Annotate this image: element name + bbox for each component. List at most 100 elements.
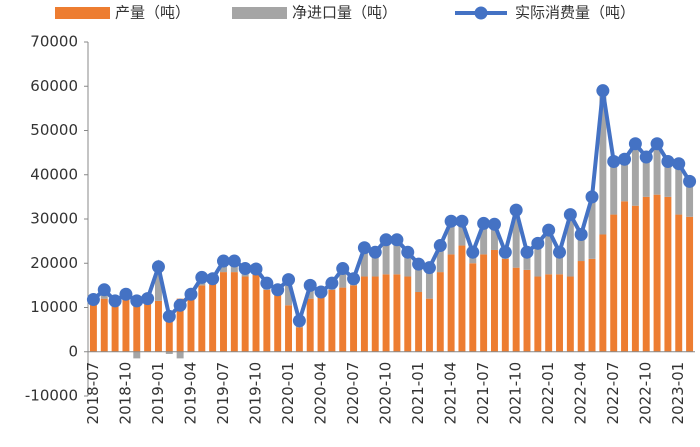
bar bbox=[675, 163, 683, 215]
x-tick-label: 2022-01 bbox=[539, 362, 557, 425]
bar bbox=[404, 276, 412, 352]
bar bbox=[588, 196, 596, 259]
legend-swatch bbox=[232, 7, 287, 19]
marker bbox=[162, 309, 176, 323]
marker bbox=[357, 241, 371, 255]
marker bbox=[108, 294, 122, 308]
bar bbox=[165, 351, 173, 354]
bar bbox=[545, 274, 553, 352]
y-tick-label: 30000 bbox=[30, 210, 78, 228]
bar bbox=[458, 221, 466, 246]
marker bbox=[390, 233, 404, 247]
bar bbox=[686, 181, 694, 217]
bar bbox=[642, 157, 650, 197]
x-tick-label: 2022-04 bbox=[572, 362, 590, 425]
x-tick-label: 2019-01 bbox=[149, 362, 167, 425]
bar bbox=[350, 285, 358, 352]
bar bbox=[176, 298, 184, 352]
bar bbox=[566, 214, 574, 277]
marker bbox=[553, 245, 567, 259]
bar bbox=[425, 267, 433, 299]
bar bbox=[577, 234, 585, 262]
x-tick-label: 2020-10 bbox=[377, 362, 395, 425]
x-tick-label: 2020-01 bbox=[279, 362, 297, 425]
bar bbox=[566, 276, 574, 352]
marker bbox=[661, 154, 675, 168]
bar bbox=[393, 274, 401, 352]
bar bbox=[415, 264, 423, 293]
bar bbox=[577, 261, 585, 352]
marker bbox=[498, 245, 512, 259]
bar bbox=[512, 210, 520, 268]
marker bbox=[596, 84, 610, 98]
bar bbox=[642, 196, 650, 352]
x-tick-label: 2023-01 bbox=[669, 362, 687, 425]
bar bbox=[425, 298, 433, 352]
bar bbox=[436, 245, 444, 273]
marker bbox=[466, 245, 480, 259]
bar bbox=[491, 249, 498, 352]
marker bbox=[86, 293, 100, 307]
bar bbox=[588, 258, 596, 352]
x-tick-label: 2019-10 bbox=[247, 362, 265, 425]
bar bbox=[339, 287, 347, 352]
x-tick-label: 2020-07 bbox=[344, 362, 362, 425]
bar bbox=[631, 143, 639, 206]
y-tick-label: 40000 bbox=[30, 165, 78, 183]
bar bbox=[534, 276, 542, 352]
bar bbox=[469, 263, 477, 352]
bar bbox=[436, 272, 444, 352]
x-tick-label: 2018-07 bbox=[84, 362, 102, 425]
bar bbox=[328, 289, 336, 352]
bar bbox=[198, 285, 206, 352]
bar bbox=[133, 351, 141, 359]
marker bbox=[227, 254, 241, 268]
marker bbox=[639, 150, 653, 164]
marker bbox=[412, 257, 426, 271]
bar bbox=[545, 230, 553, 275]
marker bbox=[119, 287, 133, 301]
bar bbox=[621, 201, 629, 352]
x-tick-label: 2021-04 bbox=[442, 362, 460, 425]
marker bbox=[151, 260, 165, 274]
marker bbox=[672, 157, 686, 171]
marker bbox=[585, 190, 599, 204]
bar bbox=[371, 252, 379, 277]
legend-swatch bbox=[55, 7, 110, 19]
bar bbox=[154, 300, 162, 352]
bar bbox=[187, 294, 195, 352]
bar bbox=[534, 243, 542, 277]
marker bbox=[477, 216, 491, 230]
x-tick-label: 2019-07 bbox=[214, 362, 232, 425]
x-tick-label: 2022-10 bbox=[637, 362, 655, 425]
bar bbox=[610, 161, 618, 215]
marker bbox=[325, 276, 339, 290]
legend-label: 净进口量（吨） bbox=[292, 4, 397, 22]
marker bbox=[303, 278, 317, 292]
x-tick-label: 2021-01 bbox=[409, 362, 427, 425]
bar bbox=[230, 272, 238, 352]
bar bbox=[491, 224, 498, 250]
marker bbox=[650, 137, 664, 151]
marker bbox=[628, 137, 642, 151]
bar bbox=[621, 159, 629, 202]
bar bbox=[165, 314, 173, 352]
bar bbox=[523, 269, 531, 352]
bar bbox=[111, 303, 119, 352]
marker bbox=[509, 203, 523, 217]
marker bbox=[216, 254, 230, 268]
y-tick-label: -10000 bbox=[25, 387, 78, 405]
bar bbox=[285, 305, 292, 352]
bar bbox=[89, 303, 97, 352]
bar bbox=[274, 294, 282, 352]
marker bbox=[455, 214, 469, 228]
x-tick-label: 2021-10 bbox=[507, 362, 525, 425]
bar bbox=[480, 223, 488, 255]
bar bbox=[209, 283, 217, 352]
bar bbox=[241, 276, 249, 352]
marker bbox=[238, 262, 252, 276]
x-tick-label: 2022-07 bbox=[604, 362, 622, 425]
marker bbox=[542, 223, 556, 237]
marker bbox=[336, 262, 350, 276]
